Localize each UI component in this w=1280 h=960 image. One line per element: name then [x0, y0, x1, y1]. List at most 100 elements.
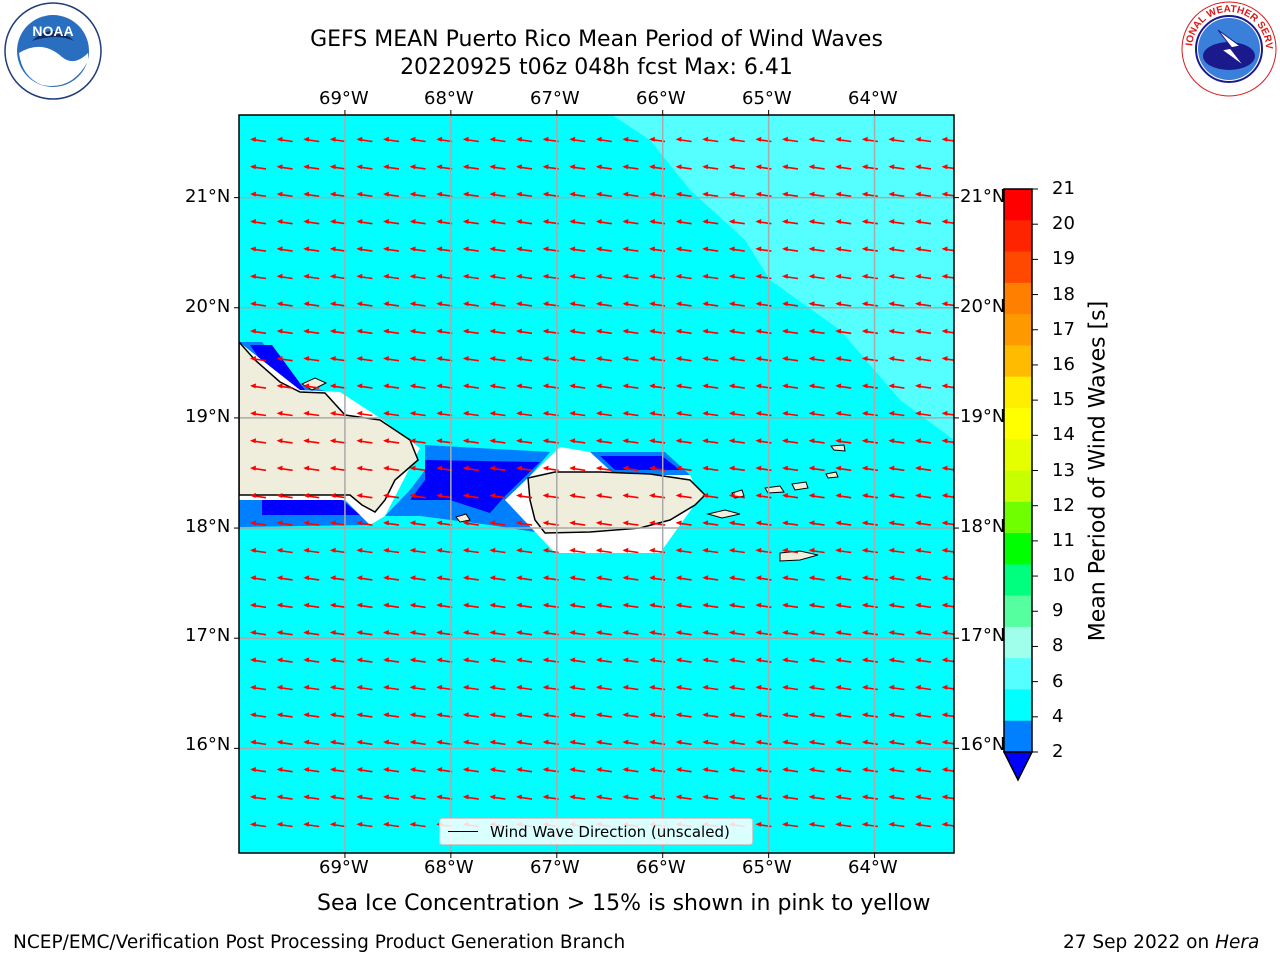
wave-direction-arrow — [622, 767, 639, 773]
wave-direction-arrow — [356, 493, 373, 499]
wave-direction-arrow — [436, 657, 453, 663]
wave-direction-arrow — [622, 794, 639, 800]
wave-direction-arrow — [569, 630, 586, 636]
wave-direction-arrow — [941, 657, 954, 663]
wave-direction-arrow — [569, 301, 586, 307]
wave-direction-arrow — [250, 575, 267, 581]
wave-direction-arrow — [888, 356, 905, 362]
wave-direction-arrow — [808, 273, 825, 280]
island-tortola — [791, 481, 809, 491]
wave-direction-arrow — [808, 684, 825, 691]
colorbar-segment — [1004, 220, 1032, 253]
wave-direction-arrow — [782, 164, 799, 170]
wave-direction-arrow — [808, 328, 825, 335]
wave-direction-arrow — [808, 164, 825, 170]
wave-direction-arrow — [569, 712, 586, 718]
wave-direction-arrow — [409, 438, 426, 444]
wave-direction-arrow — [462, 328, 479, 335]
wave-direction-arrow — [276, 465, 293, 472]
wave-direction-arrow — [462, 547, 479, 554]
wave-direction-arrow — [782, 191, 799, 198]
colorbar-label: 6 — [1052, 670, 1064, 692]
wave-direction-arrow — [276, 246, 293, 252]
wave-direction-arrow — [356, 465, 373, 472]
wave-direction-arrow — [702, 465, 719, 472]
wave-direction-arrow — [941, 356, 954, 361]
wave-direction-arrow — [462, 630, 479, 636]
wave-direction-arrow — [409, 301, 426, 307]
wave-direction-arrow — [915, 438, 932, 444]
wave-direction-arrow — [728, 493, 745, 499]
wave-direction-arrow — [782, 657, 799, 663]
wave-direction-arrow — [675, 630, 692, 636]
wave-direction-arrow — [702, 575, 719, 581]
colorbar-segment — [1004, 501, 1032, 534]
wave-direction-arrow — [728, 246, 745, 252]
wave-direction-arrow — [888, 438, 905, 444]
wave-direction-arrow — [861, 712, 878, 718]
wave-direction-arrow — [861, 383, 878, 389]
wave-direction-arrow — [569, 465, 586, 472]
wave-direction-arrow — [303, 328, 320, 335]
wave-direction-arrow — [675, 767, 692, 773]
wave-direction-arrow — [462, 383, 479, 389]
wave-direction-arrow — [276, 547, 293, 554]
wave-direction-arrow — [516, 657, 533, 663]
island-virgin-gorda — [825, 471, 839, 479]
wave-direction-arrow — [409, 657, 426, 663]
wave-direction-arrow — [409, 630, 426, 636]
wave-direction-arrow — [383, 410, 400, 417]
wave-direction-arrow — [383, 767, 400, 773]
wave-direction-arrow — [409, 684, 426, 691]
wave-direction-arrow — [728, 547, 745, 554]
wave-direction-arrow — [303, 410, 320, 417]
wave-direction-arrow — [329, 136, 346, 143]
wave-direction-arrow — [702, 767, 719, 773]
wave-direction-arrow — [462, 246, 479, 252]
wave-direction-arrow — [489, 575, 506, 581]
wave-direction-arrow — [436, 767, 453, 773]
wave-direction-arrow — [569, 410, 586, 417]
wave-direction-arrow — [276, 164, 293, 170]
wave-direction-arrow — [915, 191, 932, 198]
wave-direction-arrow — [409, 821, 426, 828]
wave-direction-arrow — [595, 520, 612, 526]
wave-direction-arrow — [675, 465, 692, 472]
wave-direction-arrow — [888, 712, 905, 718]
wave-direction-arrow — [675, 684, 692, 691]
wave-direction-arrow — [383, 630, 400, 636]
wave-direction-arrow — [915, 328, 932, 335]
wave-direction-arrow — [276, 767, 293, 773]
wave-direction-arrow — [436, 794, 453, 800]
wave-direction-arrow — [782, 301, 799, 307]
wave-direction-arrow — [888, 575, 905, 581]
wave-direction-arrow — [782, 246, 799, 252]
wave-direction-arrow — [915, 575, 932, 581]
wave-direction-arrow — [569, 273, 586, 280]
wave-direction-arrow — [782, 794, 799, 800]
wave-direction-arrow — [835, 712, 852, 718]
wave-direction-arrow — [782, 712, 799, 718]
wave-direction-arrow — [489, 712, 506, 718]
wave-direction-arrow — [329, 739, 346, 746]
wave-direction-arrow — [888, 328, 905, 335]
wave-direction-arrow — [250, 191, 267, 198]
wave-direction-arrow — [516, 136, 533, 143]
wave-direction-arrow — [702, 164, 719, 170]
wave-direction-arrow — [436, 520, 453, 526]
wave-direction-arrow — [569, 547, 586, 554]
colorbar-segment — [1004, 345, 1032, 378]
wave-direction-arrow — [915, 493, 932, 499]
wave-direction-arrow — [861, 520, 878, 526]
wave-direction-arrow — [622, 410, 639, 417]
wave-direction-arrow — [303, 191, 320, 198]
wave-direction-arrow — [409, 191, 426, 198]
wave-direction-arrow — [622, 630, 639, 636]
wave-direction-arrow — [569, 219, 586, 225]
footer-date-text: 27 Sep 2022 on — [1063, 932, 1216, 953]
wave-direction-arrow — [861, 191, 878, 198]
wave-direction-arrow — [595, 794, 612, 800]
colorbar-segment — [1004, 470, 1032, 503]
wave-direction-arrow — [941, 383, 954, 389]
